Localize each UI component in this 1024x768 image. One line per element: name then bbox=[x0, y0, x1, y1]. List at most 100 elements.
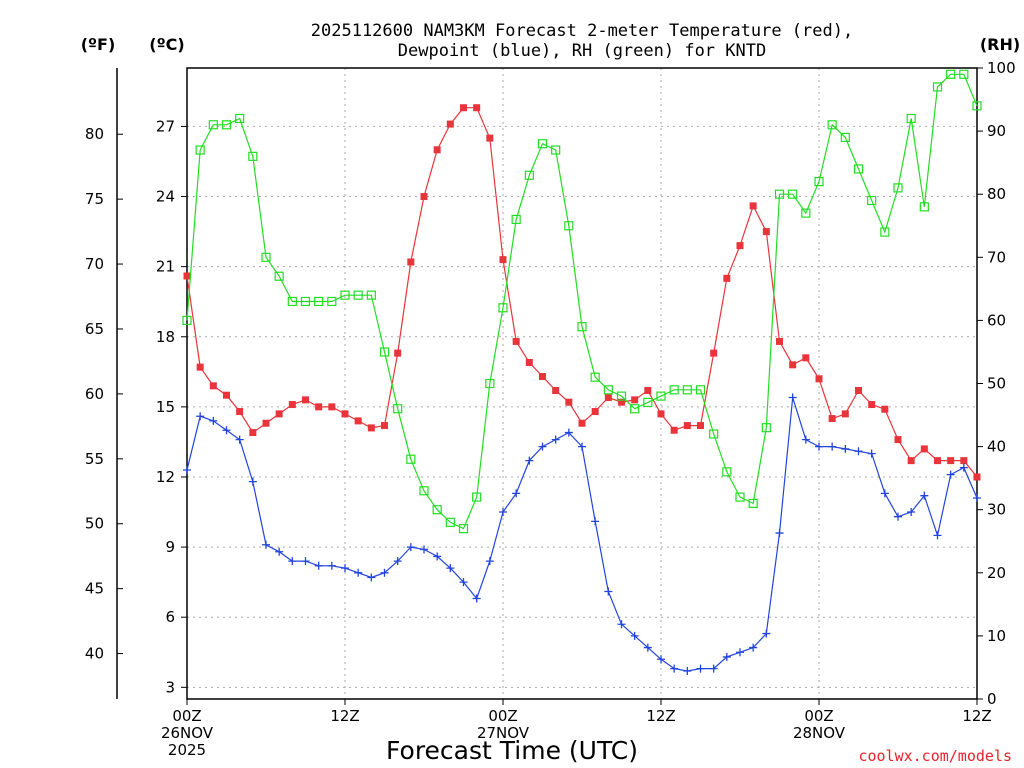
dewpoint-point bbox=[867, 449, 876, 458]
temperature-point bbox=[920, 445, 928, 453]
rh-point bbox=[748, 498, 758, 508]
rh-point bbox=[643, 397, 653, 408]
dewpoint-point bbox=[775, 529, 784, 538]
dewpoint-point bbox=[222, 426, 231, 435]
temperature-point bbox=[697, 422, 704, 430]
dewpoint-point bbox=[907, 508, 916, 517]
dewpoint-point bbox=[749, 643, 758, 652]
temperature-point bbox=[262, 419, 270, 427]
dewpoint-point bbox=[801, 435, 810, 444]
rh-point bbox=[379, 347, 390, 357]
rh-point bbox=[208, 120, 218, 130]
dewpoint-point bbox=[406, 543, 415, 552]
temperature-point bbox=[565, 398, 573, 406]
x-axis-title: Forecast Time (UTC) bbox=[386, 736, 638, 765]
rh-point bbox=[735, 492, 745, 502]
series-line-rh bbox=[186, 73, 978, 530]
temperature-point bbox=[618, 398, 625, 406]
celsius-tick-label: 3 bbox=[165, 678, 175, 696]
dewpoint-point bbox=[485, 557, 494, 566]
rh-tick-label: 70 bbox=[987, 248, 1006, 266]
rh-point bbox=[195, 145, 205, 155]
rh-point bbox=[630, 404, 640, 414]
dewpoint-point bbox=[275, 547, 284, 556]
dewpoint-point bbox=[933, 531, 942, 540]
fahrenheit-tick-label: 70 bbox=[85, 255, 104, 273]
rh-point bbox=[893, 183, 903, 193]
rh-point bbox=[880, 227, 890, 237]
dewpoint-point bbox=[959, 463, 968, 472]
celsius-unit-label: (ºC) bbox=[149, 35, 184, 54]
temperature-point bbox=[855, 387, 862, 395]
dewpoint-point bbox=[788, 393, 797, 402]
temperature-point bbox=[723, 274, 731, 282]
x-tick-label: 2025 bbox=[168, 741, 206, 759]
temperature-point bbox=[341, 410, 349, 418]
rh-point bbox=[221, 120, 232, 130]
rh-point bbox=[445, 517, 455, 527]
temperature-point bbox=[631, 396, 639, 404]
series-1-group bbox=[183, 393, 981, 675]
dewpoint-point bbox=[591, 517, 600, 526]
rh-tick-label: 10 bbox=[987, 627, 1006, 645]
rh-point bbox=[761, 423, 771, 433]
x-tick-label: 26NOV bbox=[161, 724, 214, 742]
dewpoint-point bbox=[446, 564, 455, 573]
dewpoint-point bbox=[880, 489, 889, 498]
celsius-tick-label: 9 bbox=[165, 538, 175, 556]
dewpoint-point bbox=[420, 545, 428, 554]
dewpoint-point bbox=[367, 573, 376, 582]
dewpoint-point bbox=[854, 447, 863, 456]
temperature-point bbox=[815, 375, 823, 383]
temperature-point bbox=[578, 419, 586, 427]
temperature-point bbox=[934, 457, 941, 465]
fahrenheit-unit-label: (ºF) bbox=[81, 35, 116, 54]
rh-tick-label: 40 bbox=[987, 438, 1006, 456]
rh-point bbox=[340, 290, 350, 300]
x-tick-label: 28NOV bbox=[793, 724, 846, 742]
dewpoint-point bbox=[828, 442, 837, 451]
temperature-point bbox=[973, 473, 981, 481]
rh-point bbox=[972, 101, 982, 111]
celsius-tick-label: 6 bbox=[165, 608, 175, 626]
dewpoint-point bbox=[393, 557, 402, 566]
temperature-point bbox=[367, 424, 375, 432]
temperature-point bbox=[433, 146, 441, 154]
temperature-point bbox=[657, 410, 665, 418]
temperature-point bbox=[802, 354, 810, 362]
x-tick-label: 00Z bbox=[804, 707, 833, 725]
temperature-point bbox=[407, 258, 415, 266]
x-tick-label: 12Z bbox=[646, 707, 675, 725]
temperature-point bbox=[644, 387, 652, 395]
rh-point bbox=[656, 391, 666, 401]
dewpoint-point bbox=[525, 456, 534, 465]
temperature-point bbox=[881, 405, 889, 413]
dewpoint-point bbox=[538, 442, 547, 451]
temperature-point bbox=[486, 134, 494, 142]
temperature-point bbox=[288, 401, 296, 409]
chart-title-line2: Dewpoint (blue), RH (green) for KNTD bbox=[398, 41, 766, 61]
rh-point bbox=[393, 404, 403, 414]
dewpoint-point bbox=[209, 416, 218, 425]
dewpoint-point bbox=[314, 561, 323, 570]
rh-point bbox=[814, 176, 824, 187]
dewpoint-point bbox=[920, 491, 929, 500]
temperature-point bbox=[460, 104, 467, 112]
dewpoint-point bbox=[894, 512, 902, 521]
celsius-tick-label: 21 bbox=[156, 258, 175, 276]
dewpoint-point bbox=[657, 655, 665, 664]
dewpoint-point bbox=[551, 435, 560, 444]
rh-point bbox=[906, 113, 916, 124]
rh-point bbox=[406, 454, 416, 464]
fahrenheit-tick-label: 40 bbox=[85, 645, 104, 663]
rh-point bbox=[669, 385, 679, 395]
rh-tick-label: 80 bbox=[987, 185, 1006, 203]
series-2-group bbox=[182, 69, 982, 534]
temperature-point bbox=[420, 193, 428, 201]
rh-point bbox=[788, 189, 798, 199]
rh-point bbox=[353, 290, 363, 300]
rh-point bbox=[235, 113, 245, 124]
temperature-point bbox=[249, 429, 257, 437]
rh-tick-label: 90 bbox=[987, 122, 1006, 140]
